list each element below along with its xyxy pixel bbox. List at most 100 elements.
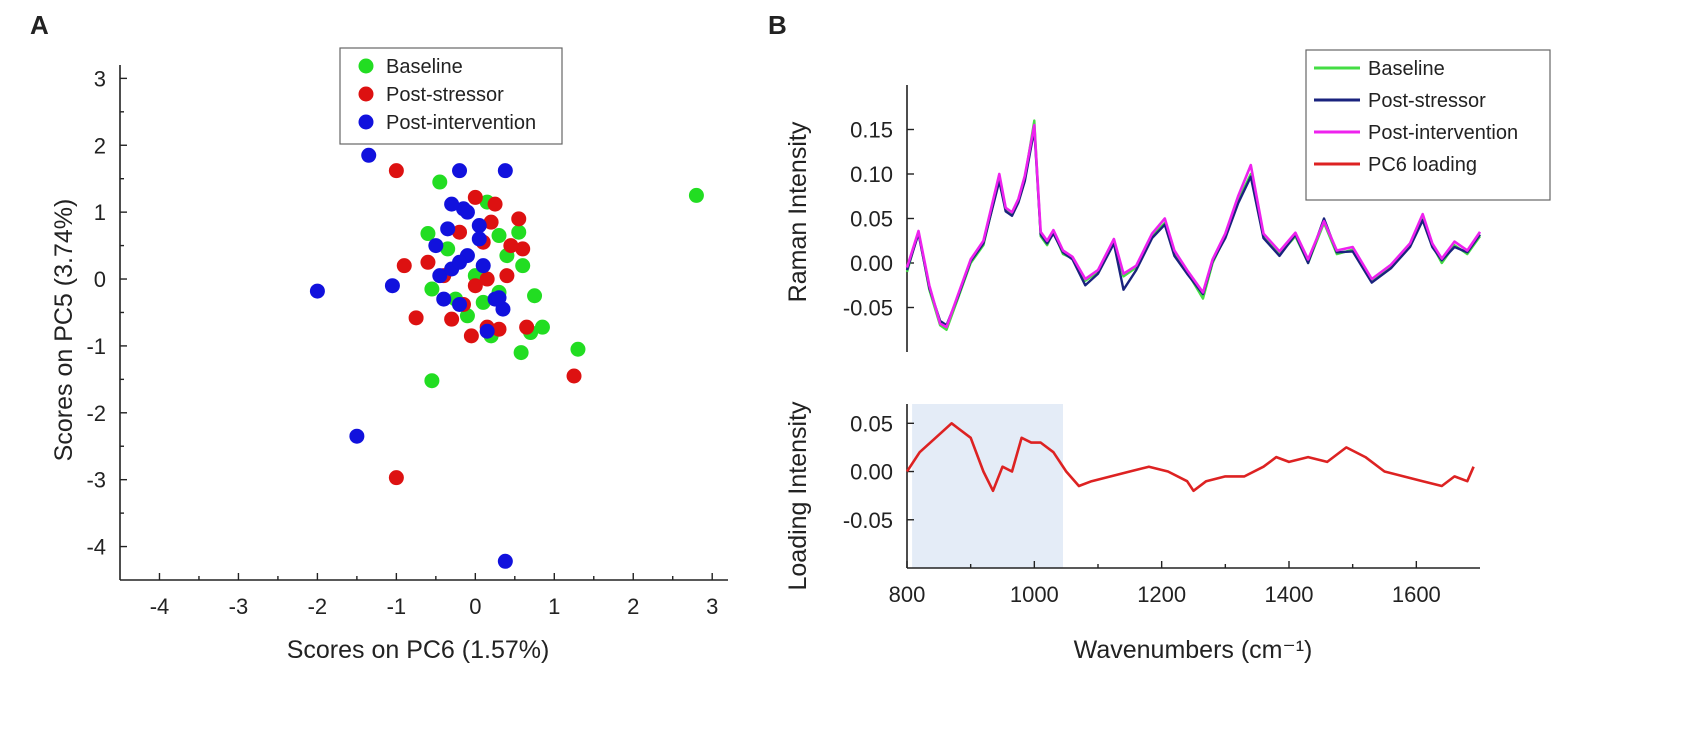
legend-box — [339, 47, 563, 145]
point-baseline — [511, 224, 527, 240]
y-axis-title: Scores on PC5 (3.74%) — [50, 199, 78, 462]
point-baseline — [432, 174, 448, 190]
scatter-points — [309, 147, 704, 569]
y-tick-label: -1 — [86, 334, 106, 359]
x-tick-label: 2 — [627, 594, 639, 619]
point-post-stressor — [396, 258, 412, 274]
point-baseline — [475, 294, 491, 310]
point-post-stressor — [515, 241, 531, 257]
loading-plot: 0.05 0.00 -0.05 800 1000 1200 1400 1600 Loading… — [784, 401, 1480, 664]
loading-y-tick-label: 0.05 — [850, 411, 893, 436]
point-post-stressor — [487, 196, 503, 212]
wavenumber-x-tick-label: 1600 — [1392, 582, 1441, 607]
point-post-intervention — [452, 296, 468, 312]
x-tick-label: 0 — [469, 594, 481, 619]
point-baseline — [570, 341, 586, 357]
raman-y-tick-label: 0.15 — [850, 118, 893, 143]
raman-y-tick-label: 0.10 — [850, 162, 893, 187]
wavenumber-x-axis-title: Wavenumbers (cm⁻¹) — [1074, 636, 1313, 664]
point-baseline — [459, 308, 475, 324]
point-post-stressor — [408, 310, 424, 326]
panel-label-a: A — [30, 10, 49, 40]
point-post-stressor — [467, 278, 483, 294]
x-tick-label: -2 — [308, 594, 328, 619]
point-baseline — [440, 241, 456, 257]
point-post-intervention — [497, 163, 513, 179]
point-post-stressor — [483, 214, 499, 230]
loading-axis-ticks: 0.05 0.00 -0.05 800 1000 1200 1400 1600 — [843, 411, 1441, 607]
point-post-stressor — [479, 271, 495, 287]
point-post-intervention — [440, 221, 456, 237]
y-tick-label: -4 — [86, 535, 106, 560]
panel-label-b: B — [768, 10, 787, 40]
wavenumber-x-tick-label: 1200 — [1137, 582, 1186, 607]
raman-y-tick-label: 0.05 — [850, 207, 893, 232]
point-post-stressor — [388, 470, 404, 486]
legend-label: Post-stressor — [1368, 90, 1486, 112]
point-post-intervention — [452, 254, 468, 270]
loading-y-tick-label: -0.05 — [843, 508, 893, 533]
point-post-intervention — [428, 238, 444, 254]
point-post-stressor — [452, 224, 468, 240]
y-tick-label: 2 — [94, 133, 106, 158]
point-post-stressor — [519, 319, 535, 335]
point-post-stressor — [503, 238, 519, 254]
y-tick-label: 0 — [94, 267, 106, 292]
point-baseline — [424, 281, 440, 297]
point-post-stressor — [463, 328, 479, 344]
raman-axis-ticks: 0.15 0.10 0.05 0.00 -0.05 — [843, 118, 914, 321]
point-baseline — [420, 226, 436, 242]
spectra-legend-box — [1305, 49, 1551, 201]
loading-y-axis-title: Loading Intensity — [784, 401, 812, 591]
spectra-legend: Baseline Post-stressor Post-intervention PC… — [1305, 49, 1551, 201]
point-post-intervention — [432, 268, 448, 284]
point-baseline — [688, 187, 704, 203]
point-post-intervention — [479, 323, 495, 339]
loading-y-tick-label: 0.00 — [850, 460, 893, 485]
legend-marker — [358, 58, 374, 74]
y-tick-label: -2 — [86, 401, 106, 426]
point-post-intervention — [444, 196, 460, 212]
raman-y-axis-title: Raman Intensity — [784, 121, 812, 302]
wavenumber-x-tick-label: 1000 — [1010, 582, 1059, 607]
point-post-stressor — [467, 189, 483, 205]
point-post-intervention — [436, 291, 452, 307]
legend-label: Post-stressor — [386, 84, 504, 106]
spectrum-post-intervention — [905, 123, 1482, 329]
point-baseline — [424, 373, 440, 389]
point-post-stressor — [499, 268, 515, 284]
x-axis-title: Scores on PC6 (1.57%) — [287, 636, 550, 664]
y-tick-label: 3 — [94, 66, 106, 91]
loading-line — [905, 422, 1475, 493]
point-post-intervention — [491, 290, 507, 306]
point-baseline — [534, 319, 550, 335]
raman-spectra-lines — [905, 119, 1482, 331]
point-post-stressor — [420, 254, 436, 270]
x-tick-label: -1 — [387, 594, 407, 619]
point-post-intervention — [459, 204, 475, 220]
legend-label: PC6 loading — [1368, 154, 1477, 176]
highlight-region — [912, 404, 1063, 568]
scatter-plot-pc6-pc5: -4 -3 -2 -1 0 1 2 3 3 2 1 0 -1 -2 -3 -4 Scores on PC6 (… — [50, 47, 728, 664]
legend-label: Post-intervention — [386, 112, 536, 134]
y-tick-label: 1 — [94, 200, 106, 225]
wavenumber-x-tick-label: 800 — [889, 582, 926, 607]
raman-y-tick-label: -0.05 — [843, 296, 893, 321]
legend-marker — [358, 114, 374, 130]
x-tick-label: -4 — [150, 594, 170, 619]
legend: Baseline Post-stressor Post-intervention — [339, 47, 563, 145]
legend-label: Post-intervention — [1368, 122, 1518, 144]
point-post-intervention — [361, 147, 377, 163]
point-post-intervention — [471, 231, 487, 247]
point-post-intervention — [349, 428, 365, 444]
spectrum-post-stressor — [905, 128, 1481, 327]
raman-y-tick-label: 0.00 — [850, 251, 893, 276]
point-post-intervention — [452, 163, 468, 179]
legend-marker — [358, 86, 374, 102]
point-post-intervention — [384, 278, 400, 294]
point-post-stressor — [444, 311, 460, 327]
point-post-intervention — [495, 301, 511, 317]
x-tick-label: 3 — [706, 594, 718, 619]
axis-ticks: -4 -3 -2 -1 0 1 2 3 3 2 1 0 -1 -2 -3 -4 — [86, 66, 718, 619]
